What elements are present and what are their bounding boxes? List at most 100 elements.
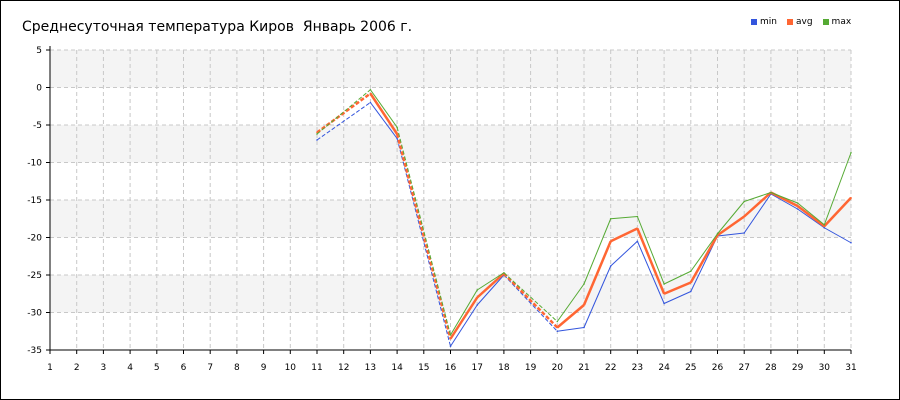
series-min-point [663, 302, 665, 305]
y-tick-label: 5 [36, 46, 42, 56]
series-max-point [743, 200, 745, 203]
series-avg-point [850, 196, 852, 199]
x-tick-label: 13 [365, 363, 376, 373]
series-max-point [449, 334, 452, 336]
series-min-point [476, 304, 479, 306]
x-tick-label: 20 [552, 363, 564, 373]
series-avg-segment [503, 272, 559, 329]
series-avg-segment [556, 304, 585, 329]
series-min-point [449, 345, 452, 348]
series-avg-point [743, 215, 745, 218]
series-min-point [636, 240, 639, 243]
series-avg-segment [823, 196, 852, 228]
series-min-point [316, 139, 318, 141]
x-tick-label: 18 [498, 363, 510, 373]
series-max-point [583, 283, 585, 285]
series-max-point [823, 223, 826, 226]
series-min-segment [743, 193, 772, 234]
x-tick-label: 27 [738, 363, 749, 373]
series-max-segment [770, 192, 798, 204]
series-max-segment [316, 89, 371, 135]
series-avg-segment [796, 205, 826, 228]
x-tick-label: 24 [658, 363, 670, 373]
series-max-point [716, 232, 719, 235]
series-max-segment [610, 216, 638, 220]
x-tick-label: 15 [418, 363, 429, 373]
legend-item-avg: avg [786, 17, 813, 27]
series-max-segment [797, 202, 825, 226]
series-max-segment [476, 272, 505, 291]
chart-title: Среднесуточная температура Киров Январь … [22, 19, 413, 35]
series-min-segment [824, 227, 852, 244]
series-avg-point [796, 205, 799, 207]
series-avg-point [476, 296, 479, 299]
series-min-segment [476, 274, 505, 306]
x-tick-label: 23 [632, 363, 643, 373]
x-tick-label: 30 [819, 363, 831, 373]
series-avg-segment [743, 191, 772, 218]
x-tick-label: 3 [101, 363, 107, 373]
legend-label: max [831, 17, 852, 27]
series-max-point [850, 151, 852, 154]
series-max-segment [583, 218, 612, 285]
series-min-point [396, 137, 398, 140]
series-max-point [396, 126, 398, 129]
legend-swatch [751, 19, 757, 25]
series-avg-point [449, 337, 452, 340]
series-max-segment [663, 270, 692, 285]
series-avg-point [583, 304, 585, 306]
x-tick-label: 26 [712, 363, 724, 373]
y-tick-label: -35 [27, 346, 42, 356]
x-tick-label: 7 [207, 363, 213, 373]
series-avg-segment [449, 296, 479, 340]
x-tick-label: 16 [445, 363, 457, 373]
x-tick-label: 2 [74, 363, 80, 373]
x-tick-label: 31 [845, 363, 856, 373]
series-avg-segment [663, 281, 692, 295]
y-tick-label: -30 [27, 309, 42, 319]
series-max-point [609, 217, 612, 220]
series-avg-segment [316, 92, 372, 134]
x-tick-label: 5 [154, 363, 160, 373]
series-max-point [369, 88, 372, 91]
y-tick-label: 0 [36, 84, 42, 94]
legend-swatch [786, 19, 793, 25]
x-tick-label: 21 [578, 363, 589, 373]
series-min-point [743, 232, 745, 234]
x-tick-label: 6 [181, 363, 187, 373]
series-min-segment [770, 193, 798, 210]
series-avg-segment [369, 92, 399, 135]
series-max-segment [690, 233, 718, 272]
legend-item-max: max [822, 17, 852, 27]
series-max-point [503, 271, 505, 274]
series-avg-point [636, 227, 639, 230]
series-avg-segment [636, 228, 666, 295]
series-avg-segment [610, 227, 638, 243]
series-min-point [690, 290, 692, 293]
series-min-point [556, 330, 559, 333]
series-avg-segment [395, 133, 452, 340]
series-avg-point [396, 133, 398, 135]
series-max-segment [744, 192, 772, 202]
series-avg-segment [582, 240, 612, 306]
series-min-segment [583, 265, 612, 328]
x-tick-label: 9 [261, 363, 267, 373]
legend-swatch [822, 19, 829, 25]
series-min-point [609, 265, 612, 267]
x-tick-label: 11 [311, 363, 322, 373]
x-tick-label: 14 [391, 363, 403, 373]
legend-item-min: min [751, 17, 777, 27]
series-avg-point [690, 281, 692, 284]
series-max-point [663, 283, 665, 285]
series-max-segment [823, 152, 852, 225]
series-min-segment [663, 291, 692, 304]
series-min-point [583, 326, 585, 329]
y-tick-label: -10 [27, 159, 42, 169]
y-tick-label: -25 [27, 271, 42, 281]
x-tick-label: 8 [234, 363, 240, 373]
series-max-point [796, 202, 799, 204]
legend-label: avg [795, 17, 813, 27]
x-tick-label: 22 [605, 363, 616, 373]
series-min-segment [450, 304, 478, 347]
series-avg-segment [476, 272, 505, 299]
